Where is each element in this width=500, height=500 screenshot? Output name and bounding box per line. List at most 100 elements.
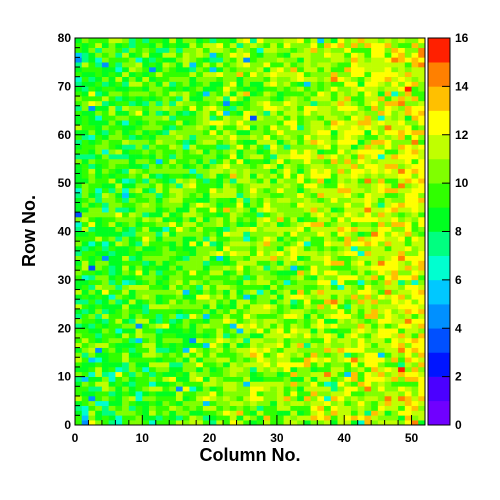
heatmap-cell — [371, 57, 379, 63]
heatmap-cell — [182, 221, 190, 227]
heatmap-cell — [411, 192, 419, 198]
heatmap-cell — [270, 255, 278, 261]
heatmap-cell — [135, 318, 143, 324]
heatmap-cell — [108, 362, 116, 368]
heatmap-cell — [115, 154, 123, 160]
heatmap-cell — [142, 386, 150, 392]
heatmap-cell — [364, 67, 372, 73]
heatmap-cell — [229, 134, 237, 140]
heatmap-cell — [337, 178, 345, 184]
heatmap-cell — [243, 100, 251, 107]
heatmap-cell — [202, 265, 210, 271]
heatmap-cell — [337, 81, 345, 87]
heatmap-cell — [398, 144, 406, 150]
heatmap-cell — [75, 144, 83, 150]
heatmap-cell — [223, 270, 231, 276]
heatmap-cell — [263, 86, 271, 92]
heatmap-cell — [297, 328, 305, 334]
heatmap-cell — [250, 207, 258, 213]
heatmap-cell — [115, 221, 123, 227]
heatmap-cell — [229, 163, 237, 169]
heatmap-cell — [384, 183, 392, 189]
heatmap-cell — [223, 105, 231, 111]
heatmap-cell — [155, 125, 163, 131]
heatmap-cell — [384, 328, 392, 334]
heatmap-cell — [303, 163, 311, 169]
heatmap-cell — [270, 144, 278, 150]
heatmap-cell — [330, 129, 338, 136]
heatmap-cell — [357, 231, 365, 237]
heatmap-cell — [324, 337, 332, 344]
heatmap-cell — [276, 144, 284, 150]
heatmap-cell — [391, 246, 399, 252]
heatmap-cell — [344, 308, 352, 315]
heatmap-cell — [88, 110, 96, 116]
heatmap-cell — [290, 279, 298, 286]
heatmap-cell — [95, 91, 103, 97]
heatmap-cell — [357, 420, 365, 426]
heatmap-cell — [303, 134, 311, 140]
heatmap-cell — [310, 96, 318, 102]
heatmap-cell — [337, 352, 345, 358]
heatmap-cell — [169, 173, 177, 179]
heatmap-cell — [122, 96, 130, 102]
heatmap-cell — [182, 333, 190, 339]
heatmap-cell — [149, 187, 157, 194]
heatmap-cell — [330, 62, 338, 68]
heatmap-cell — [263, 125, 271, 131]
heatmap-cell — [377, 362, 385, 368]
heatmap-cell — [344, 192, 352, 198]
heatmap-cell — [189, 202, 197, 208]
heatmap-cell — [75, 294, 83, 300]
heatmap-cell — [88, 62, 96, 68]
heatmap-cell — [149, 241, 157, 247]
heatmap-cell — [377, 304, 385, 310]
heatmap-cell — [303, 284, 311, 290]
heatmap-cell — [337, 337, 345, 344]
heatmap-cell — [75, 366, 83, 373]
heatmap-cell — [81, 192, 89, 198]
heatmap-cell — [155, 76, 163, 82]
heatmap-cell — [108, 134, 116, 140]
heatmap-cell — [236, 246, 244, 252]
heatmap-cell — [115, 313, 123, 319]
heatmap-cell — [324, 255, 332, 261]
heatmap-cell — [169, 221, 177, 227]
heatmap-cell — [350, 284, 358, 290]
heatmap-cell — [371, 129, 379, 136]
heatmap-cell — [310, 154, 318, 160]
heatmap-cell — [122, 275, 130, 281]
heatmap-cell — [391, 86, 399, 92]
heatmap-cell — [108, 149, 116, 155]
heatmap-cell — [276, 139, 284, 145]
heatmap-cell — [256, 299, 264, 305]
heatmap-cell — [398, 381, 406, 387]
heatmap-cell — [384, 357, 392, 363]
heatmap-cell — [317, 91, 325, 97]
heatmap-cell — [189, 226, 197, 232]
heatmap-cell — [81, 173, 89, 179]
heatmap-cell — [411, 381, 419, 387]
heatmap-cell — [283, 163, 291, 169]
heatmap-cell — [310, 337, 318, 344]
heatmap-cell — [324, 202, 332, 208]
heatmap-cell — [128, 415, 136, 421]
heatmap-cell — [175, 154, 183, 160]
heatmap-cell — [95, 371, 103, 377]
heatmap-cell — [155, 246, 163, 252]
heatmap-cell — [135, 115, 143, 121]
heatmap-cell — [135, 149, 143, 155]
heatmap-cell — [182, 86, 190, 92]
heatmap-cell — [115, 144, 123, 150]
heatmap-cell — [283, 91, 291, 97]
heatmap-cell — [149, 115, 157, 121]
heatmap-cell — [169, 352, 177, 358]
heatmap-cell — [303, 221, 311, 227]
heatmap-cell — [155, 313, 163, 319]
heatmap-cell — [371, 328, 379, 334]
heatmap-cell — [101, 241, 109, 247]
heatmap-cell — [391, 100, 399, 107]
heatmap-cell — [310, 139, 318, 145]
heatmap-cell — [142, 241, 150, 247]
heatmap-cell — [209, 386, 217, 392]
